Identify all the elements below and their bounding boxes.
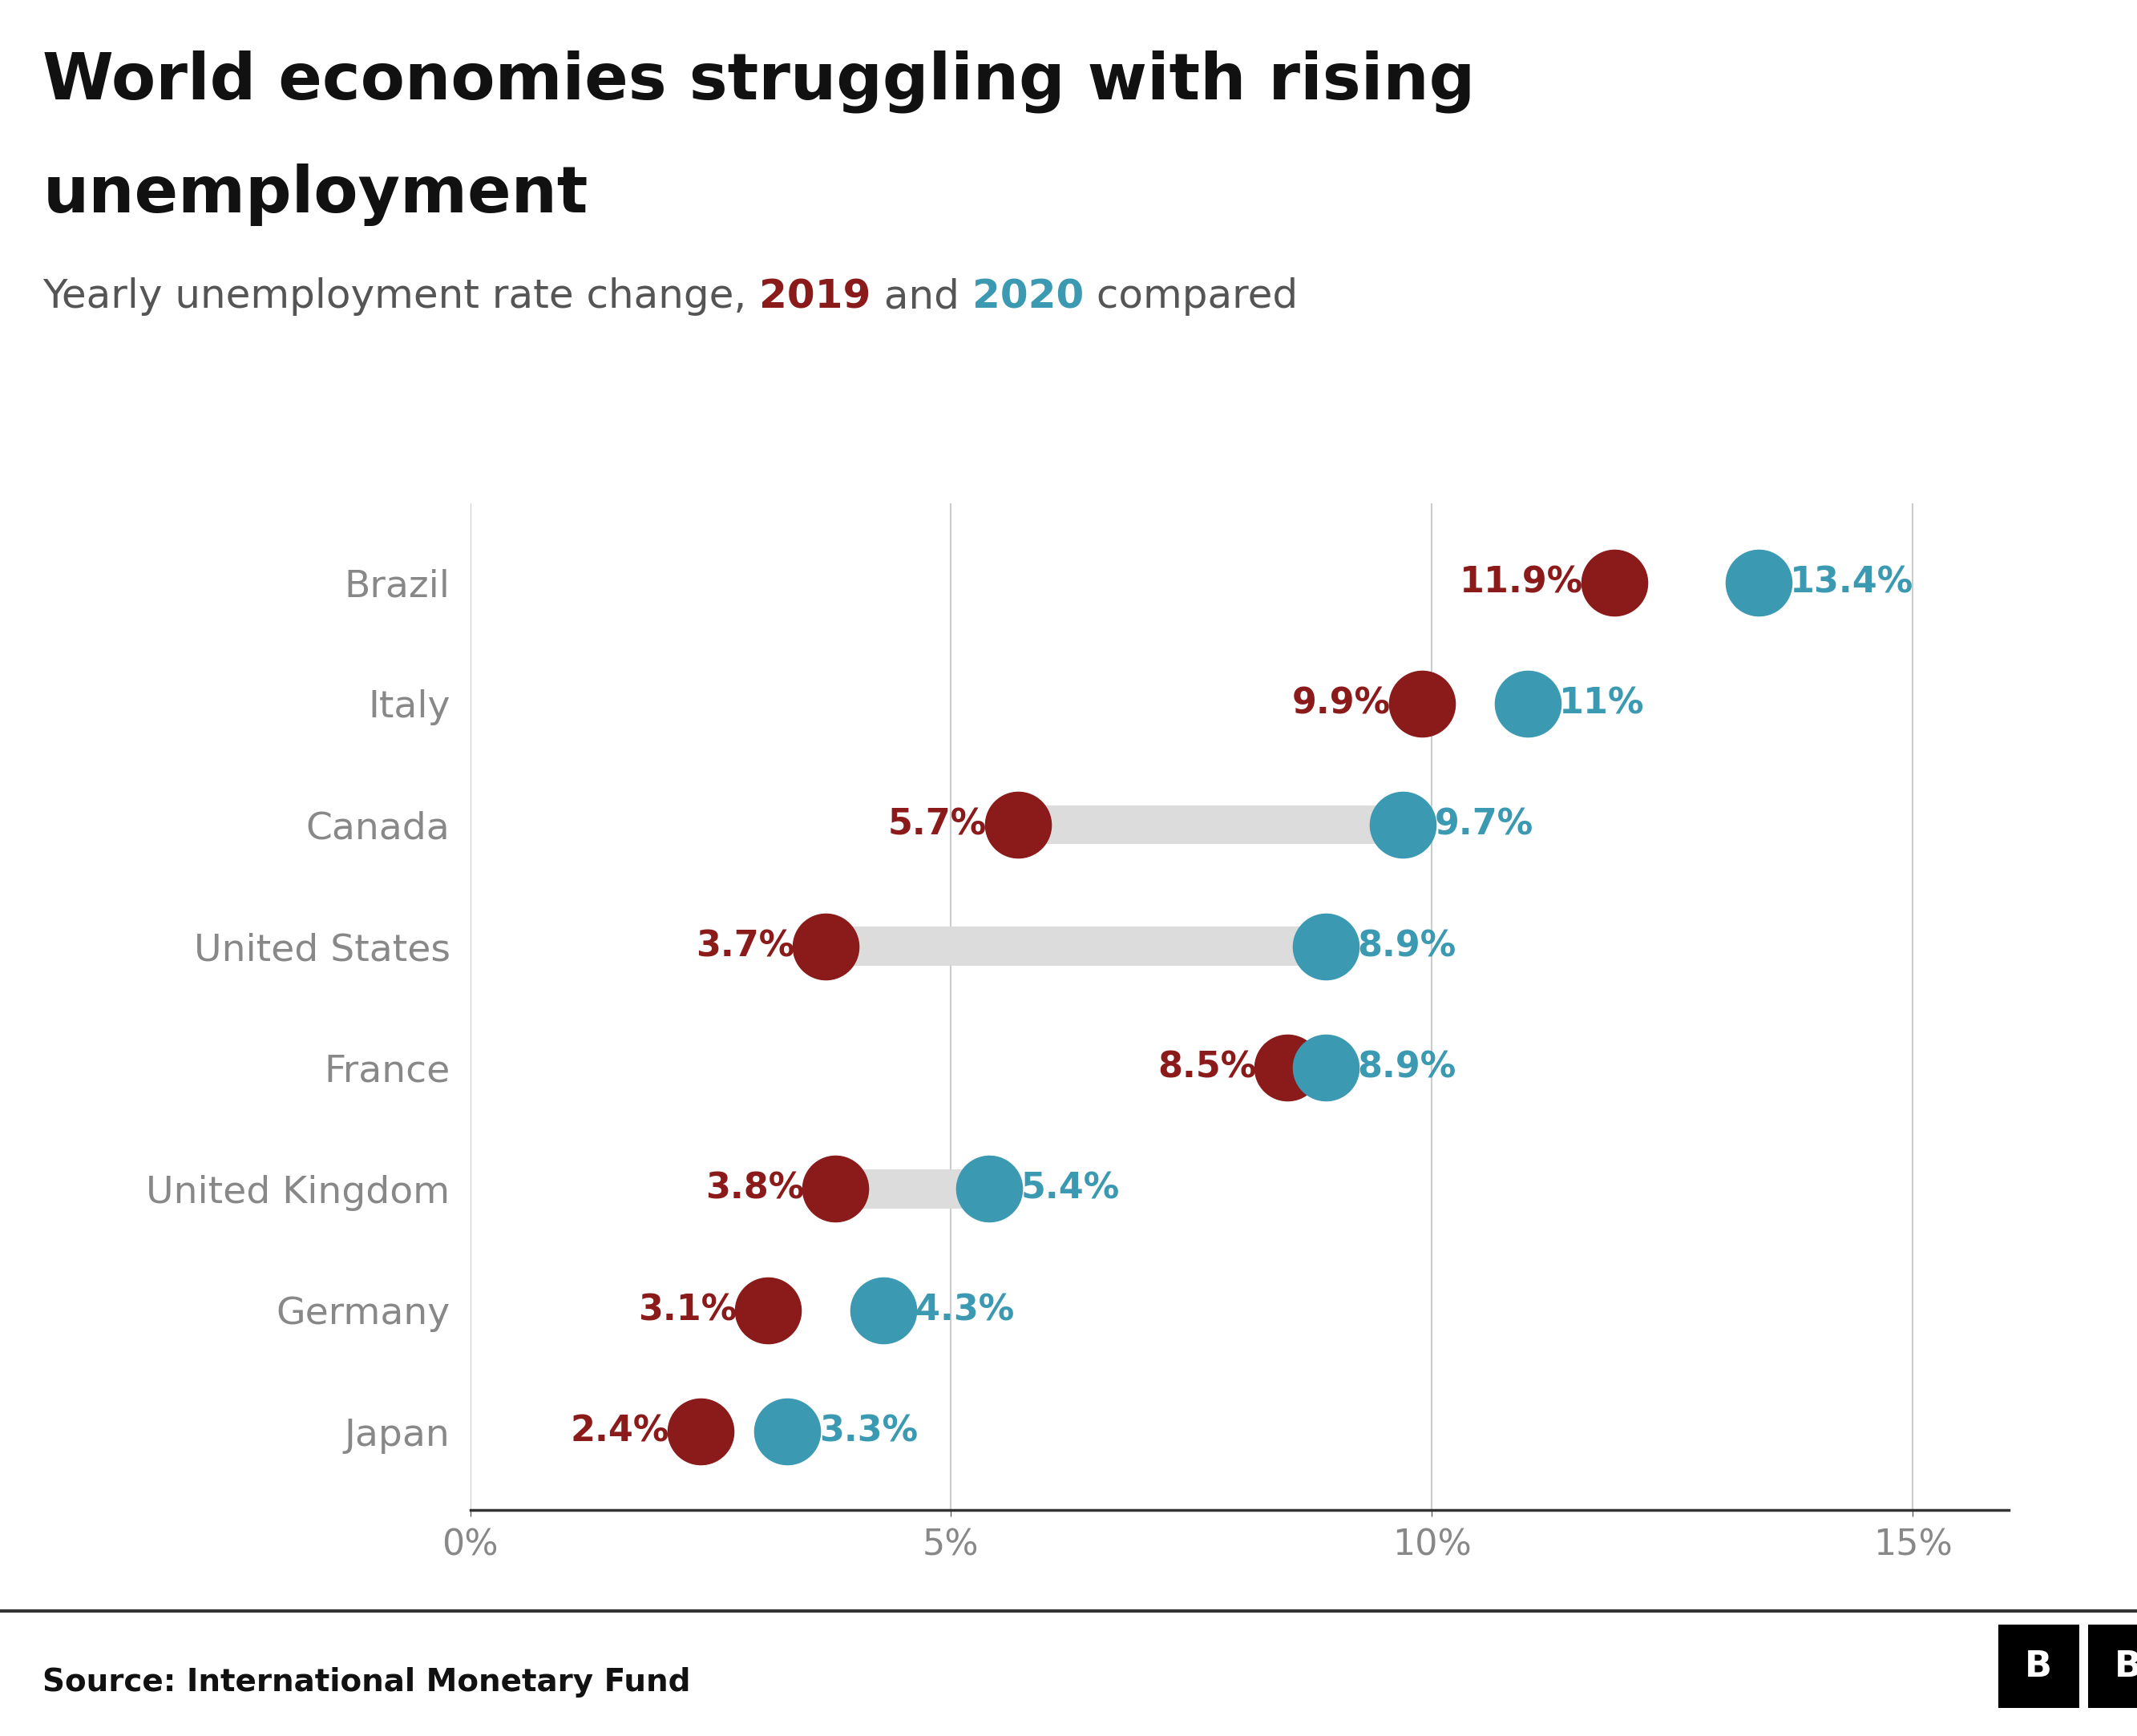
Bar [1019, 806, 1404, 844]
Bar [836, 1170, 989, 1208]
Point [810, 932, 844, 960]
Text: 9.9%: 9.9% [1293, 686, 1391, 720]
Text: 5.7%: 5.7% [889, 807, 987, 842]
Point [1308, 932, 1342, 960]
Text: Yearly unemployment rate change,: Yearly unemployment rate change, [43, 278, 759, 316]
Point [1308, 1054, 1342, 1082]
Point [1742, 568, 1776, 595]
Point [1598, 568, 1633, 595]
Point [752, 1297, 786, 1325]
Text: compared: compared [1083, 278, 1297, 316]
Text: unemployment: unemployment [43, 163, 588, 226]
Text: 3.8%: 3.8% [705, 1172, 804, 1207]
Text: Source: International Monetary Fund: Source: International Monetary Fund [43, 1667, 690, 1698]
Text: 2.4%: 2.4% [571, 1415, 669, 1450]
Text: 8.5%: 8.5% [1158, 1050, 1257, 1085]
Text: 9.7%: 9.7% [1434, 807, 1532, 842]
Point [684, 1418, 718, 1446]
Point [818, 1175, 853, 1203]
Point [1511, 689, 1545, 717]
Text: B: B [2116, 1649, 2137, 1684]
Text: 8.9%: 8.9% [1357, 1050, 1455, 1085]
Point [769, 1418, 804, 1446]
Point [1385, 811, 1419, 838]
Text: 8.9%: 8.9% [1357, 929, 1455, 963]
Point [1406, 689, 1440, 717]
Text: 3.7%: 3.7% [697, 929, 795, 963]
Text: B: B [2026, 1649, 2052, 1684]
Text: 5.4%: 5.4% [1021, 1172, 1120, 1207]
Text: 2020: 2020 [972, 278, 1083, 316]
Text: 3.3%: 3.3% [818, 1415, 917, 1450]
Text: and: and [872, 278, 972, 316]
Point [1269, 1054, 1304, 1082]
Text: 11.9%: 11.9% [1460, 564, 1584, 599]
Text: 13.4%: 13.4% [1791, 564, 1915, 599]
Text: 2019: 2019 [759, 278, 872, 316]
Bar [827, 927, 1325, 965]
Text: 3.1%: 3.1% [639, 1293, 737, 1328]
Text: 11%: 11% [1560, 686, 1645, 720]
Text: World economies struggling with rising: World economies struggling with rising [43, 50, 1475, 113]
Point [972, 1175, 1007, 1203]
Point [868, 1297, 902, 1325]
Text: 4.3%: 4.3% [915, 1293, 1013, 1328]
Point [1002, 811, 1036, 838]
